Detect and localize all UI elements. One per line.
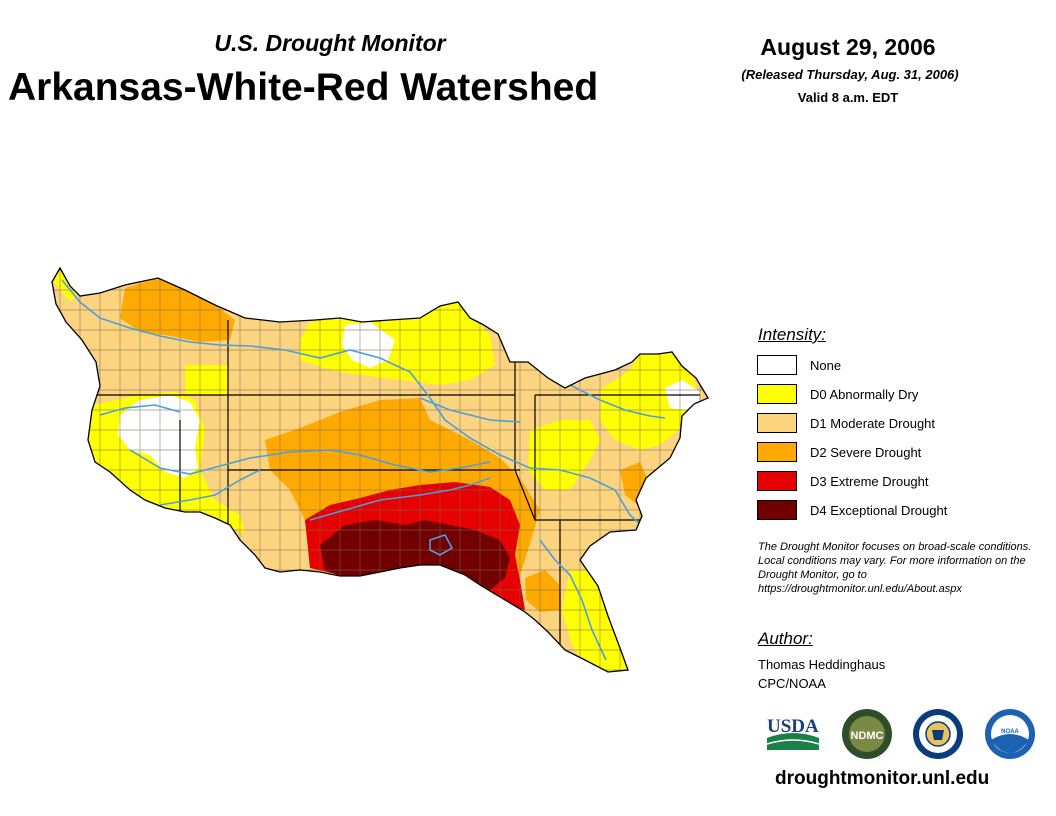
author-name: Thomas Heddinghaus — [758, 657, 886, 672]
svg-text:NOAA: NOAA — [1001, 729, 1019, 735]
watershed-boundary-outline — [51, 266, 709, 673]
state-boundary-lines — [96, 320, 700, 660]
release-date: (Released Thursday, Aug. 31, 2006) — [741, 67, 959, 82]
author-organization: CPC/NOAA — [758, 676, 826, 691]
legend-item-none: None — [757, 354, 841, 376]
valid-time: Valid 8 a.m. EDT — [797, 90, 899, 105]
legend-swatch — [757, 413, 797, 433]
legend-swatch — [757, 355, 797, 375]
map-date: August 29, 2006 — [760, 34, 936, 60]
river-lines — [61, 279, 666, 661]
legend-item-d0: D0 Abnormally Dry — [757, 383, 918, 405]
map-title: Arkansas-White-Red Watershed — [8, 66, 599, 109]
legend-item-d4: D4 Exceptional Drought — [757, 499, 947, 521]
watershed-drought-map — [51, 266, 709, 673]
legend-title: Intensity: — [758, 325, 827, 344]
legend-label: D1 Moderate Drought — [810, 415, 936, 431]
svg-text:USDA: USDA — [767, 716, 819, 737]
noaa-logo: NOAA — [985, 709, 1035, 759]
legend-item-d2: D2 Severe Drought — [757, 441, 921, 463]
disclaimer-note: The Drought Monitor focuses on broad-sca… — [758, 541, 1032, 595]
partner-logos: USDA NDMC NOAA — [766, 709, 1035, 759]
legend-label: D3 Extreme Drought — [810, 473, 929, 489]
ndmc-logo: NDMC — [842, 709, 892, 759]
legend-label: D2 Severe Drought — [810, 444, 922, 460]
legend-swatch — [757, 384, 797, 404]
footer-url-link[interactable]: droughtmonitor.unl.edu — [775, 768, 990, 789]
d4-exceptional-drought-areas — [320, 520, 510, 590]
legend-swatch — [757, 471, 797, 491]
map-supertitle: U.S. Drought Monitor — [214, 30, 446, 56]
legend-label: None — [810, 357, 842, 373]
legend-item-d3: D3 Extreme Drought — [757, 470, 929, 492]
legend-swatch — [757, 442, 797, 462]
legend-label: D4 Exceptional Drought — [810, 502, 948, 518]
legend-swatch — [757, 500, 797, 520]
author-heading: Author: — [758, 629, 813, 648]
department-of-commerce-seal-icon — [913, 709, 963, 759]
usda-logo: USDA — [766, 716, 820, 750]
legend-item-d1: D1 Moderate Drought — [757, 412, 935, 434]
svg-text:NDMC: NDMC — [851, 730, 884, 742]
legend-label: D0 Abnormally Dry — [810, 386, 919, 402]
